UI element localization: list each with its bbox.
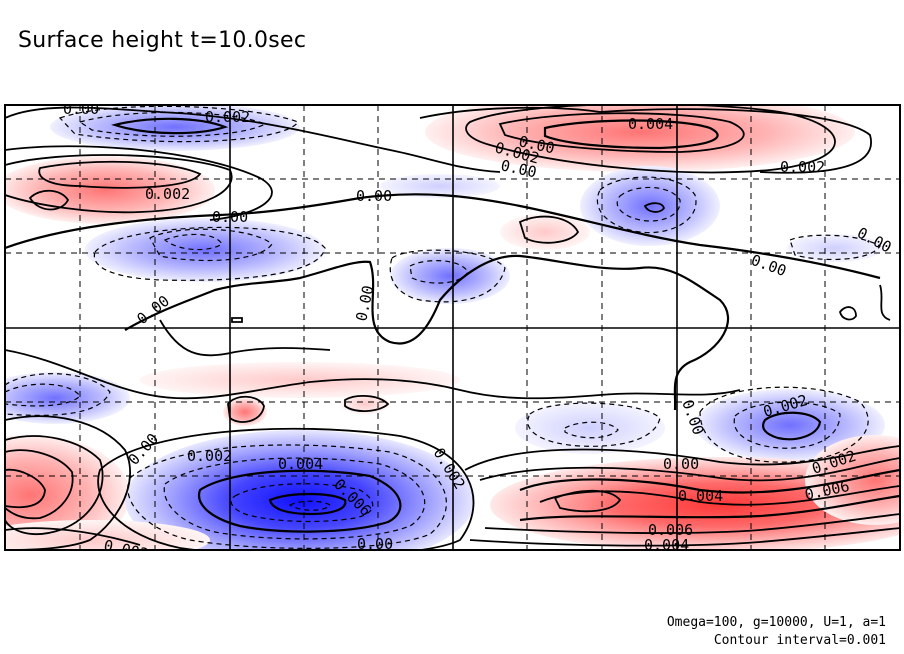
contour-line [643,202,665,213]
contour-line [5,468,46,509]
contour-label: 0.004 [678,487,723,505]
contour-line [539,485,900,506]
contour-line [465,105,836,174]
contour-line [5,435,104,535]
contour-label: 0.004 [644,536,689,554]
contour-line [527,402,661,447]
contour-line [227,395,265,423]
contour-line [519,494,900,522]
contour-lines [5,105,900,550]
contour-line [93,226,326,281]
contour-line [518,215,580,244]
contour-line [789,234,881,261]
feature-neg-center-upper [380,174,500,198]
contour-line [344,395,390,412]
feature-neg-far-right [787,234,883,262]
contour-line [484,513,900,534]
contour-label: 0.002 [187,447,232,465]
plot-frame [4,104,901,551]
contour-line [149,228,273,262]
plot-area: 0.00 0.002 0.004 0.002 0.00 0.002 0.002 … [5,100,900,554]
feature-neg-right-upper [580,166,720,246]
contour-line [5,527,141,546]
contour-line [5,193,881,280]
contour-line [110,117,229,135]
contour-line [839,306,857,321]
contour-label: 0.00 [663,455,699,473]
feature-neg-center-left [85,218,325,282]
contour-line [699,386,869,463]
contour-line [97,427,475,550]
contour-line [5,154,233,214]
contour-line [127,444,447,549]
contour-line [5,145,273,221]
contour-line [479,457,900,482]
contour-label: 0.004 [628,115,673,133]
feature-pos-center-band [140,362,460,398]
feature-neg-left-middle [5,372,130,424]
contour-line [38,160,202,189]
contour-line [519,468,900,494]
contour-line [268,492,347,516]
contour-line [464,445,900,471]
grid-lines [5,105,900,550]
contour-line [616,186,681,222]
contour-interval-annotation: Contour interval=0.001 [714,633,886,648]
contour-line [230,483,374,523]
contour-line [159,319,331,357]
feature-neg-bottom-left-big [125,430,475,550]
contour-label: 0.002 [145,185,190,203]
feature-neg-center [390,248,510,304]
contour-line [409,260,469,284]
parameters-annotation: Omega=100, g=10000, U=1, a=1 [667,615,886,630]
feature-neg-center-lower [515,402,665,454]
contour-line [28,189,70,211]
contour-line [419,106,872,174]
contour-line [553,489,622,513]
contour-line [5,449,74,520]
contour-line [564,421,619,439]
feature-pos-center-small [500,214,590,250]
contour-line [733,401,841,449]
contour-line [5,106,501,173]
contour-line [163,233,223,251]
contour-label: 0.004 [278,455,323,473]
contour-line [58,105,299,143]
contour-label: 0.002 [780,158,825,176]
contour-label: 0.00 [63,100,99,118]
contour-line [543,119,719,150]
contour-line [231,317,243,323]
contour-line [197,469,402,533]
contour-line [5,415,131,550]
chart-title: Surface height t=10.0sec [18,28,306,53]
contour-line [124,254,730,411]
contour-label: 0.00 [212,208,248,226]
contour-line [5,349,741,400]
contour-label: 0.00 [356,187,392,205]
contour-label: 0.00 [357,535,393,553]
contour-line [762,411,822,441]
contour-line [5,373,111,416]
contour-line [596,176,697,234]
contour-label: 0.002 [205,108,250,126]
feature-neg-top-left [50,105,300,151]
contour-line [288,500,331,511]
contour-line [469,527,900,547]
contour-line [879,284,891,321]
contour-label: 0.006 [648,521,693,539]
contour-line [498,112,745,153]
